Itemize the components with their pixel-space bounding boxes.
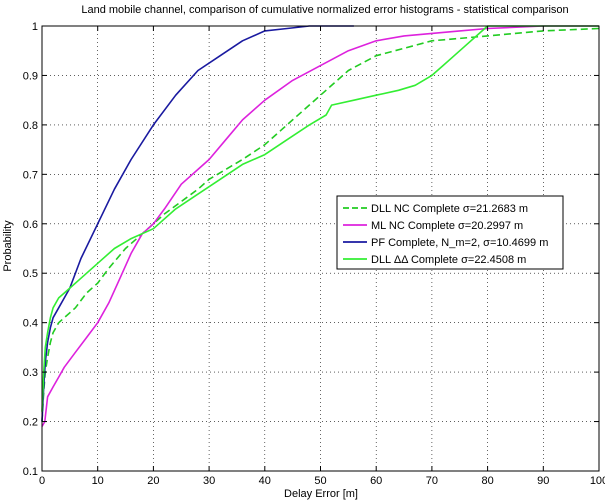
x-tick-label: 30 [203, 475, 215, 487]
y-tick-label: 0.2 [23, 417, 38, 429]
y-tick-label: 1 [32, 21, 38, 33]
y-tick-label: 0.4 [23, 318, 38, 330]
y-tick-label: 0.1 [23, 466, 38, 478]
x-tick-label: 60 [370, 475, 382, 487]
axis-ticks: 0 10 20 30 40 50 60 70 80 90 100 0.1 0.2 0.3 0.4 0.5 0.6… [23, 21, 605, 487]
series-lines [41, 25, 600, 427]
x-tick-label: 20 [147, 475, 159, 487]
series-line-3 [41, 25, 354, 422]
series-line-1 [41, 27, 600, 422]
x-tick-label: 10 [92, 475, 104, 487]
y-tick-label: 0.9 [23, 70, 38, 82]
y-tick-label: 0.5 [23, 268, 38, 280]
x-tick-label: 70 [426, 475, 438, 487]
x-tick-label: 40 [259, 475, 271, 487]
series-line-2 [41, 25, 599, 427]
chart-title: Land mobile channel, comparison of cumul… [81, 4, 568, 16]
legend: DLL NC Complete σ=21.2683 m ML NC Complet… [336, 195, 564, 270]
legend-label: DLL ΔΔ Complete σ=22.4508 m [371, 254, 526, 266]
x-tick-label: 0 [39, 475, 45, 487]
y-tick-label: 0.8 [23, 120, 38, 132]
legend-label: ML NC Complete σ=20.2997 m [371, 220, 523, 232]
y-tick-label: 0.6 [23, 219, 38, 231]
x-tick-label: 100 [590, 475, 605, 487]
legend-label: DLL NC Complete σ=21.2683 m [371, 203, 528, 215]
series-line-4 [41, 25, 599, 412]
x-tick-label: 90 [537, 475, 549, 487]
y-tick-label: 0.3 [23, 367, 38, 379]
x-tick-label: 80 [481, 475, 493, 487]
legend-box [336, 195, 564, 270]
x-axis-label: Delay Error [m] [284, 488, 358, 500]
y-tick-label: 0.7 [23, 169, 38, 181]
legend-label: PF Complete, N_m=2, σ=10.4699 m [371, 237, 548, 249]
x-tick-label: 50 [314, 475, 326, 487]
y-axis-label: Probability [2, 220, 14, 272]
